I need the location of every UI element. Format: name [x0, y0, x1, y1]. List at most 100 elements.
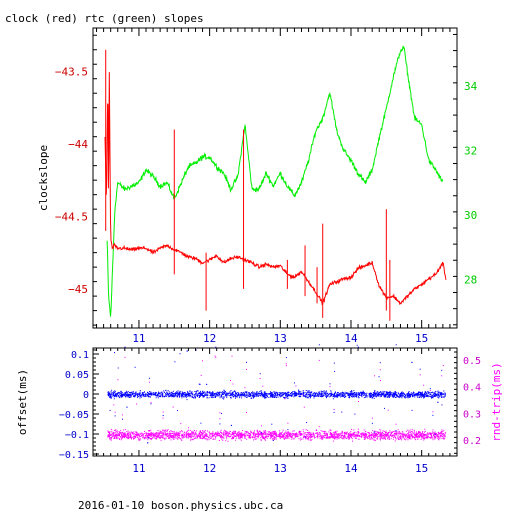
roundtrip-point: [226, 431, 228, 433]
roundtrip-point: [221, 436, 223, 438]
roundtrip-point: [198, 435, 200, 437]
roundtrip-point: [438, 435, 440, 437]
offset-point: [238, 397, 240, 399]
offset-point: [231, 393, 233, 395]
roundtrip-point: [118, 434, 120, 436]
offset-point: [139, 394, 140, 396]
roundtrip-point: [307, 436, 309, 438]
offset-point: [336, 394, 338, 396]
roundtrip-point: [287, 435, 289, 437]
roundtrip-point: [317, 431, 319, 433]
roundtrip-point: [278, 433, 280, 435]
offset-point: [276, 396, 277, 398]
roundtrip-point: [254, 438, 256, 440]
offset-point: [366, 395, 368, 397]
offset-point: [223, 390, 225, 392]
offset-point: [110, 396, 112, 398]
roundtrip-point: [324, 435, 326, 437]
offset-point: [413, 395, 415, 397]
roundtrip-point: [139, 439, 141, 441]
roundtrip-point: [417, 433, 419, 435]
offset-point: [249, 394, 250, 396]
roundtrip-point: [419, 432, 420, 433]
offset-point: [248, 392, 250, 394]
roundtrip-point: [109, 438, 111, 440]
roundtrip-point: [172, 433, 174, 434]
roundtrip-point: [419, 433, 421, 435]
roundtrip-point: [163, 432, 165, 434]
roundtrip-point: [349, 435, 351, 437]
offset-point: [275, 394, 276, 396]
offset-point: [365, 393, 367, 395]
roundtrip-point: [179, 437, 180, 439]
roundtrip-point: [409, 438, 411, 439]
offset-point: [287, 392, 289, 394]
roundtrip-point: [138, 437, 140, 439]
offset-point: [443, 393, 445, 395]
roundtrip-point: [132, 432, 134, 434]
roundtrip-point: [225, 436, 227, 438]
offset-point: [171, 392, 173, 394]
roundtrip-point: [230, 438, 232, 440]
offset-point: [144, 394, 146, 396]
roundtrip-point: [109, 437, 111, 439]
roundtrip-point: [134, 437, 136, 439]
roundtrip-point: [397, 434, 399, 436]
roundtrip-point: [339, 433, 341, 435]
offset-point: [175, 392, 177, 394]
offset-point: [384, 394, 386, 396]
roundtrip-point: [191, 435, 193, 437]
offset-point: [199, 396, 201, 398]
roundtrip-point: [397, 429, 399, 431]
offset-point: [172, 392, 174, 394]
offset-point: [222, 397, 224, 399]
roundtrip-point: [172, 436, 174, 438]
offset-point: [262, 396, 264, 398]
offset-point: [352, 392, 354, 394]
offset-point: [441, 392, 443, 394]
offset-point: [171, 395, 173, 397]
roundtrip-point: [288, 437, 290, 439]
offset-point: [246, 397, 248, 398]
offset-point: [172, 394, 174, 396]
offset-point: [265, 395, 267, 397]
roundtrip-point: [431, 434, 432, 436]
roundtrip-point: [174, 432, 176, 434]
roundtrip-point: [249, 436, 251, 438]
roundtrip-point: [185, 433, 187, 435]
roundtrip-point: [308, 437, 309, 439]
offset-point: [333, 411, 335, 413]
offset-point: [199, 395, 201, 397]
roundtrip-point: [122, 436, 124, 438]
offset-point: [305, 396, 307, 398]
roundtrip-point: [295, 434, 297, 436]
roundtrip-point: [191, 438, 193, 440]
roundtrip-point: [107, 430, 109, 432]
roundtrip-point: [327, 434, 328, 436]
offset-point: [316, 393, 318, 395]
roundtrip-point: [154, 437, 156, 439]
roundtrip-point: [443, 438, 445, 440]
offset-point: [255, 392, 257, 393]
offset-point: [406, 393, 408, 395]
roundtrip-point: [199, 431, 201, 433]
roundtrip-point: [375, 435, 376, 437]
roundtrip-point: [413, 432, 415, 434]
roundtrip-point: [169, 431, 171, 433]
offset-point: [318, 391, 320, 393]
roundtrip-point: [366, 434, 368, 436]
roundtrip-point: [318, 436, 320, 438]
roundtrip-point: [393, 436, 395, 438]
roundtrip-point: [259, 433, 261, 435]
roundtrip-point: [419, 434, 421, 436]
offset-point: [235, 396, 237, 398]
roundtrip-point: [199, 436, 201, 438]
roundtrip-point: [274, 432, 275, 434]
roundtrip-point: [303, 434, 305, 436]
roundtrip-point: [336, 433, 338, 434]
roundtrip-point: [128, 434, 130, 436]
offset-point: [181, 391, 183, 393]
offset-point: [360, 393, 362, 395]
roundtrip-point: [270, 436, 272, 438]
offset-point: [196, 392, 198, 394]
